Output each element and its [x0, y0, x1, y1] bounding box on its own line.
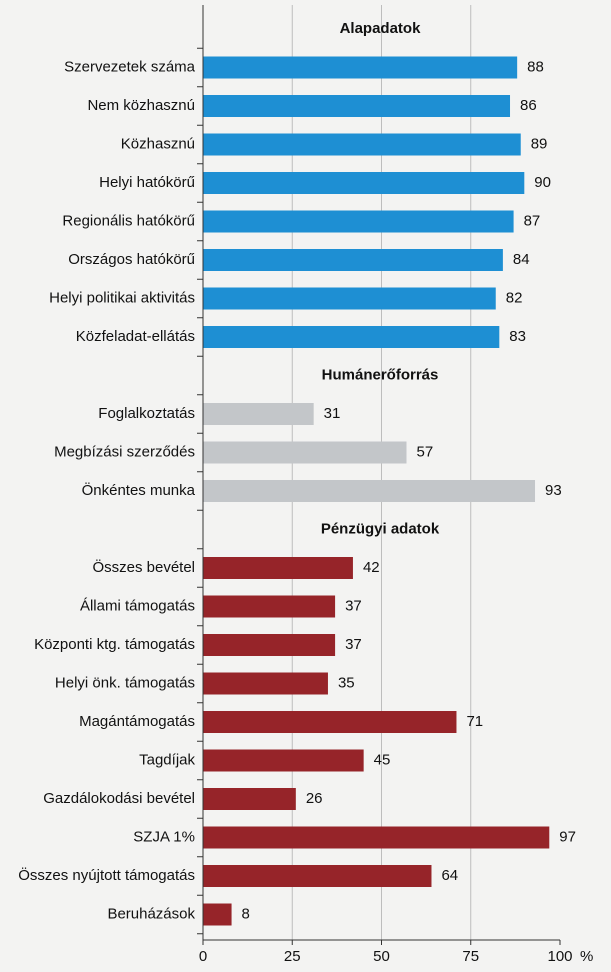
value-label: 97: [559, 828, 576, 845]
y-tick-label: Foglalkoztatás: [98, 405, 195, 422]
y-tick-label: SZJA 1%: [133, 828, 195, 845]
bar: [203, 326, 500, 348]
value-label: 86: [520, 97, 537, 114]
value-label: 71: [466, 713, 483, 730]
bar: [203, 210, 514, 233]
bar: [203, 595, 336, 618]
bar: [203, 403, 314, 425]
y-tick-label: Helyi politikai aktivitás: [49, 289, 195, 306]
value-label: 37: [345, 636, 362, 653]
value-label: 35: [338, 674, 355, 691]
section-title: Pénzügyi adatok: [321, 520, 440, 537]
x-tick-label: 75: [462, 948, 479, 965]
y-tick-label: Beruházások: [107, 905, 195, 922]
bar: [203, 95, 511, 117]
bar: [203, 826, 550, 849]
value-label: 84: [513, 251, 530, 268]
y-tick-label: Regionális hatókörű: [62, 212, 195, 229]
x-tick-label: 0: [199, 948, 207, 965]
value-label: 26: [306, 790, 323, 807]
bar: [203, 287, 496, 310]
bar: [203, 865, 432, 887]
y-tick-label: Gazdálokodási bevétel: [43, 790, 195, 807]
y-tick-label: Összes bevétel: [92, 558, 195, 576]
bar: [203, 634, 336, 656]
bar: [203, 903, 232, 926]
bar: [203, 788, 296, 810]
x-tick-label: 100: [547, 948, 572, 965]
y-tick-label: Helyi önk. támogatás: [55, 674, 195, 691]
y-tick-label: Tagdíjak: [139, 751, 195, 768]
value-label: 8: [242, 905, 250, 922]
value-label: 89: [531, 135, 548, 152]
section-title: Alapadatok: [340, 20, 422, 37]
x-tick-label: 50: [373, 948, 390, 965]
value-label: 82: [506, 289, 523, 306]
y-tick-label: Szervezetek száma: [64, 58, 196, 75]
value-label: 64: [441, 867, 458, 884]
bar: [203, 672, 328, 695]
y-tick-label: Megbízási szerződés: [54, 443, 195, 460]
bar: [203, 711, 457, 733]
value-label: 93: [545, 482, 562, 499]
bar: [203, 56, 518, 79]
value-label: 31: [324, 405, 341, 422]
x-axis-unit: %: [580, 948, 593, 965]
bar: [203, 749, 364, 772]
y-tick-label: Önkéntes munka: [82, 481, 196, 499]
y-tick-label: Országos hatókörű: [68, 251, 195, 268]
value-label: 57: [416, 443, 433, 460]
value-label: 37: [345, 597, 362, 614]
y-tick-label: Helyi hatókörű: [99, 174, 195, 191]
value-label: 88: [527, 58, 544, 75]
x-tick-label: 25: [284, 948, 301, 965]
value-label: 90: [534, 174, 551, 191]
value-label: 87: [524, 212, 541, 229]
y-tick-label: Központi ktg. támogatás: [34, 636, 195, 653]
y-tick-label: Közfeladat-ellátás: [76, 328, 195, 345]
value-label: 83: [509, 328, 526, 345]
y-tick-label: Állami támogatás: [80, 597, 195, 614]
y-tick-label: Nem közhasznú: [87, 97, 195, 114]
y-tick-label: Összes nyújtott támogatás: [18, 866, 195, 884]
value-label: 42: [363, 559, 380, 576]
y-tick-label: Közhasznú: [121, 135, 195, 152]
bar: [203, 172, 525, 194]
bar: [203, 557, 353, 579]
y-tick-label: Magántámogatás: [79, 713, 195, 730]
bar: [203, 480, 536, 502]
value-label: 45: [374, 751, 391, 768]
section-title: Humánerőforrás: [322, 366, 439, 383]
bar: [203, 133, 521, 156]
bar: [203, 249, 503, 271]
bar: [203, 441, 407, 464]
